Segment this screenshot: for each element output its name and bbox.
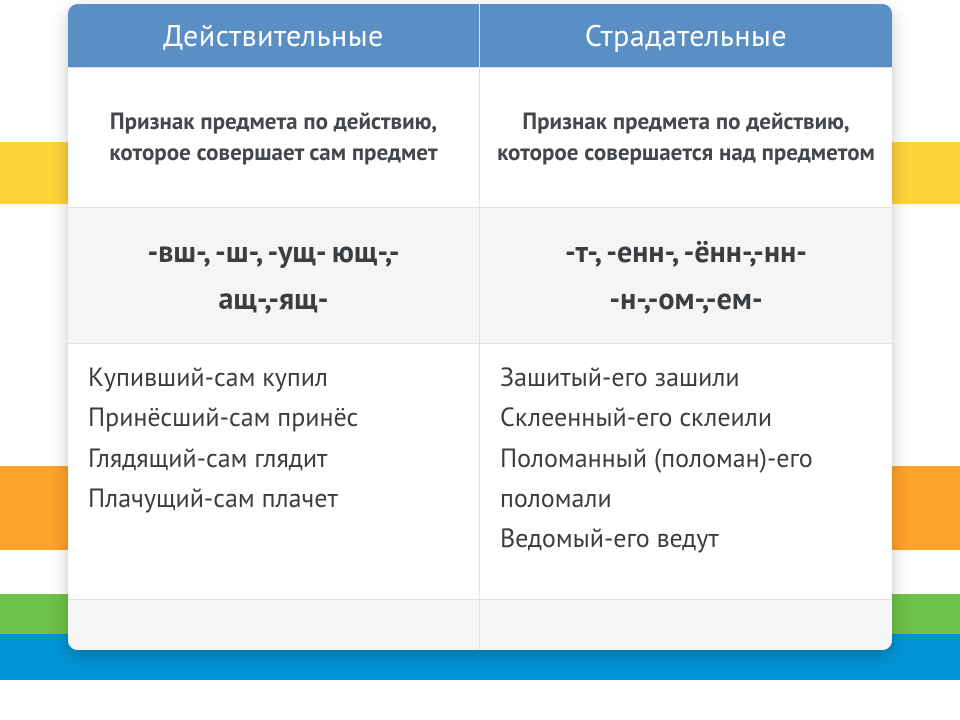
- table-footer-row: [68, 600, 892, 650]
- table-description-row: Признак предмета по действию, которое со…: [68, 68, 892, 208]
- grammar-table: Действительные Страдательные Признак пре…: [68, 4, 892, 650]
- desc-passive: Признак предмета по действию, которое со…: [480, 68, 892, 208]
- suffix-passive: -т-, -енн-, -ённ-,-нн--н-,-ом-,-ем-: [480, 208, 892, 344]
- col-header-passive: Страдательные: [480, 4, 892, 68]
- footer-cell-left: [68, 600, 480, 650]
- suffix-active: -вш-, -ш-, -ущ- ющ-,-ащ-,-ящ-: [68, 208, 480, 344]
- table-header-row: Действительные Страдательные: [68, 4, 892, 68]
- examples-active: Купивший-сам купилПринёсший-сам принёсГл…: [68, 344, 480, 600]
- desc-active: Признак предмета по действию, которое со…: [68, 68, 480, 208]
- table-examples-row: Купивший-сам купилПринёсший-сам принёсГл…: [68, 344, 892, 600]
- col-header-active: Действительные: [68, 4, 480, 68]
- table-suffix-row: -вш-, -ш-, -ущ- ющ-,-ащ-,-ящ- -т-, -енн-…: [68, 208, 892, 344]
- footer-cell-right: [480, 600, 892, 650]
- examples-passive: Зашитый-его зашилиСклеенный-его склеилиП…: [480, 344, 892, 600]
